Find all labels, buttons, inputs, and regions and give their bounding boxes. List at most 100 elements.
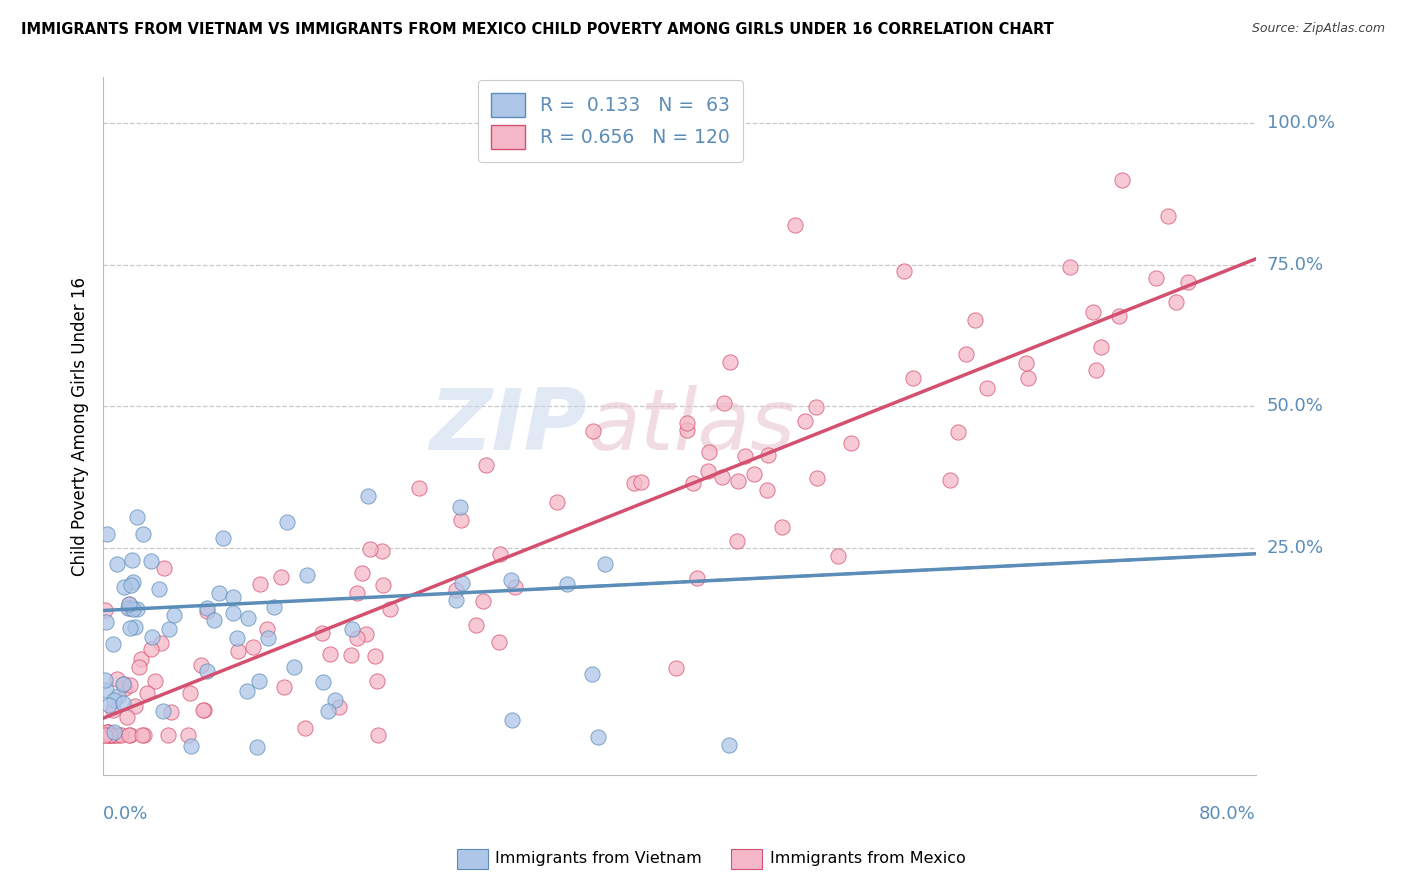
Point — [323, 692, 346, 706]
Point — [946, 425, 969, 440]
Text: Immigrants from Vietnam: Immigrants from Vietnam — [495, 852, 702, 866]
Point — [710, 470, 733, 484]
Point — [257, 632, 280, 646]
Point — [124, 620, 146, 634]
Point — [139, 641, 162, 656]
Point — [363, 648, 385, 663]
Point — [202, 613, 225, 627]
Point — [903, 370, 925, 384]
Point — [93, 728, 115, 742]
Point — [93, 673, 115, 687]
Point — [697, 445, 720, 459]
Point — [117, 600, 139, 615]
Point — [451, 575, 474, 590]
Point — [793, 414, 815, 428]
Point — [380, 601, 402, 615]
Point — [841, 436, 863, 450]
Point — [125, 602, 148, 616]
Text: ZIP: ZIP — [430, 384, 588, 467]
Point — [371, 577, 394, 591]
Point — [827, 549, 849, 563]
Point — [1084, 363, 1107, 377]
Point — [98, 728, 121, 742]
Point — [938, 474, 960, 488]
Point — [581, 666, 603, 681]
Point — [806, 471, 828, 485]
Point — [208, 585, 231, 599]
Point — [110, 728, 132, 742]
Point — [475, 458, 498, 472]
Point — [976, 381, 998, 395]
Point — [226, 644, 249, 658]
Text: 80.0%: 80.0% — [1199, 805, 1256, 823]
Point — [489, 547, 512, 561]
Point — [247, 673, 270, 688]
Point — [101, 728, 124, 742]
Point — [96, 526, 118, 541]
Point — [97, 728, 120, 742]
Point — [501, 713, 523, 727]
Point — [152, 705, 174, 719]
Point — [472, 594, 495, 608]
Point — [115, 709, 138, 723]
Point — [94, 615, 117, 630]
Point — [444, 583, 467, 598]
Point — [179, 686, 201, 700]
Point — [665, 661, 688, 675]
Point — [118, 678, 141, 692]
Point — [1059, 260, 1081, 274]
Point — [157, 622, 180, 636]
Point — [963, 312, 986, 326]
Point — [499, 573, 522, 587]
Point — [180, 739, 202, 753]
Point — [105, 672, 128, 686]
Point — [98, 698, 121, 713]
Text: 75.0%: 75.0% — [1267, 256, 1324, 274]
Text: 50.0%: 50.0% — [1267, 397, 1323, 416]
Point — [249, 576, 271, 591]
Text: Source: ZipAtlas.com: Source: ZipAtlas.com — [1251, 22, 1385, 36]
Point — [346, 631, 368, 645]
Point — [1017, 371, 1039, 385]
Point — [294, 721, 316, 735]
Point — [118, 728, 141, 742]
Point — [697, 464, 720, 478]
Point — [356, 627, 378, 641]
Point — [955, 347, 977, 361]
Point — [359, 541, 381, 556]
Point — [770, 520, 793, 534]
Point — [105, 728, 128, 742]
Point — [118, 597, 141, 611]
Point — [744, 467, 766, 481]
Point — [127, 509, 149, 524]
Point — [134, 728, 156, 742]
Point — [96, 682, 118, 697]
Point — [103, 725, 125, 739]
Text: 25.0%: 25.0% — [1267, 539, 1324, 558]
Text: atlas: atlas — [588, 384, 796, 467]
Point — [120, 578, 142, 592]
Point — [195, 665, 218, 679]
Point — [103, 693, 125, 707]
Point — [676, 416, 699, 430]
Point — [1108, 309, 1130, 323]
Point — [717, 738, 740, 752]
Point — [357, 489, 380, 503]
Point — [143, 674, 166, 689]
Point — [107, 689, 129, 703]
Point — [121, 553, 143, 567]
Text: 100.0%: 100.0% — [1267, 114, 1334, 132]
Point — [465, 617, 488, 632]
Point — [114, 681, 136, 696]
Point — [191, 703, 214, 717]
Point — [450, 513, 472, 527]
Point — [276, 515, 298, 529]
Point — [112, 677, 135, 691]
Point — [153, 561, 176, 575]
Point — [148, 582, 170, 597]
Point — [783, 218, 806, 232]
Point — [263, 599, 285, 614]
Point — [446, 592, 468, 607]
Point — [449, 500, 471, 514]
Point — [246, 740, 269, 755]
